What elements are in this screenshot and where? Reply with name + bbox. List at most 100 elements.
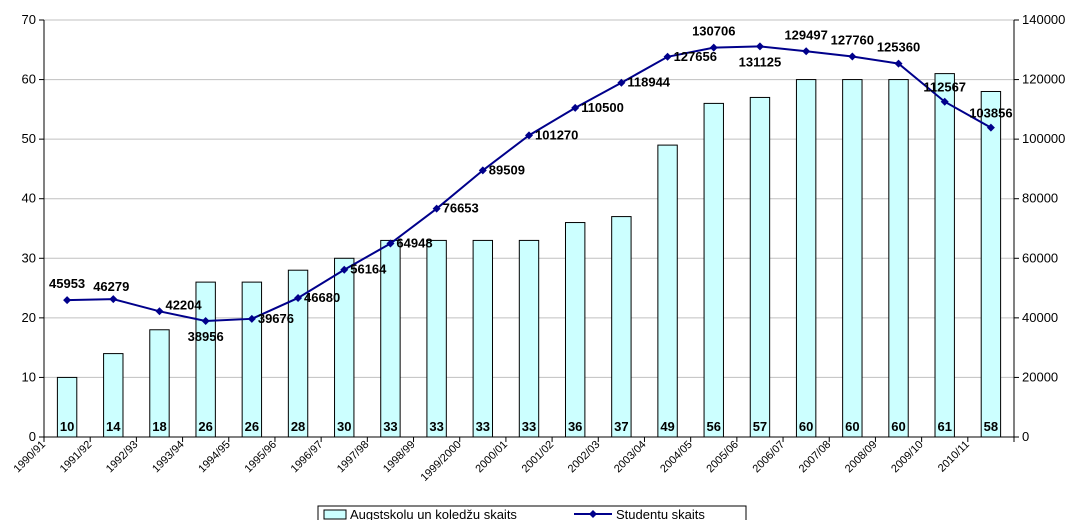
bar (703, 102, 724, 438)
bar-label: 26 (198, 419, 212, 434)
line-label: 46680 (304, 290, 340, 305)
x-tick-label: 1997/98 (335, 439, 372, 476)
line-point (63, 296, 72, 305)
line-data-labels: 45953 46279 42204 38956 39676 46680 56164 64948… (49, 24, 1013, 344)
line-label: 46279 (93, 279, 129, 294)
x-tick-label: 1999/2000 (419, 439, 464, 484)
x-tick-label: 1993/94 (150, 439, 187, 476)
line-label: 129497 (784, 27, 827, 42)
right-tick-label: 140000 (1022, 12, 1065, 27)
left-tick-label: 30 (22, 250, 36, 265)
bar-label: 18 (152, 419, 166, 434)
line-point (802, 47, 811, 56)
line-label: 127656 (674, 49, 717, 64)
left-y-axis-ticks: 0 10 20 30 40 50 60 70 (22, 12, 44, 444)
line-label: 64948 (396, 236, 432, 251)
x-tick-label: 2004/05 (658, 439, 695, 476)
legend-swatch-bars (323, 509, 347, 520)
bar-label: 36 (568, 419, 582, 434)
line-point (109, 295, 118, 304)
left-tick-label: 10 (22, 369, 36, 384)
line-label: 101270 (535, 127, 578, 142)
x-tick-label: 2003/04 (612, 439, 649, 476)
right-tick-label: 20000 (1022, 369, 1058, 384)
line-point (617, 78, 626, 87)
line-label: 38956 (188, 329, 224, 344)
line-label: 42204 (165, 297, 202, 312)
bar (564, 222, 586, 438)
x-tick-label: 2005/06 (704, 439, 741, 476)
legend: Augstskolu un koledžu skaits Studentu sk… (317, 505, 747, 520)
line-label: 89509 (489, 162, 525, 177)
legend-marker (589, 510, 597, 518)
legend-box (317, 505, 747, 520)
bar (980, 90, 1002, 438)
bar (795, 79, 817, 438)
bar (888, 79, 909, 438)
bar-label: 49 (660, 419, 674, 434)
right-tick-label: 60000 (1022, 250, 1058, 265)
bar (241, 281, 263, 438)
line-point (894, 59, 903, 68)
bar-label: 10 (60, 419, 74, 434)
line-point (386, 239, 395, 248)
x-tick-label: 1998/99 (381, 439, 418, 476)
line-label: 118944 (627, 75, 670, 90)
x-tick-label: 2009/10 (889, 439, 926, 476)
left-tick-label: 0 (29, 429, 36, 444)
bar-label: 61 (937, 419, 951, 434)
bar-label: 33 (429, 419, 443, 434)
line-label: 76653 (443, 201, 479, 216)
line-point (848, 52, 857, 61)
line-label: 127760 (831, 32, 874, 47)
x-tick-label: 1995/96 (242, 439, 279, 476)
legend-label-line: Studentu skaits (616, 507, 705, 520)
right-tick-label: 80000 (1022, 191, 1058, 206)
line-point (571, 103, 580, 112)
bar (657, 144, 678, 438)
x-tick-label: 1996/97 (289, 439, 326, 476)
bar-label: 33 (383, 419, 397, 434)
line-point (663, 52, 672, 61)
bar-label: 33 (522, 419, 536, 434)
bar (611, 216, 632, 438)
line-label: 56164 (350, 262, 387, 277)
right-tick-label: 0 (1022, 429, 1029, 444)
line-label: 125360 (877, 40, 920, 55)
bar (426, 239, 447, 438)
line-label: 112567 (923, 80, 966, 95)
line-point (155, 307, 164, 316)
bar-label: 58 (984, 419, 998, 434)
axes (43, 20, 1015, 438)
line-label: 103856 (969, 106, 1012, 121)
line-point (709, 43, 718, 52)
left-tick-label: 40 (22, 191, 36, 206)
right-y-axis-ticks: 0 20000 40000 60000 80000 100000 120000 140000 (1014, 12, 1065, 444)
x-tick-label: 2007/08 (797, 439, 834, 476)
x-tick-label: 2010/11 (936, 439, 972, 475)
bar-data-labels: 10 14 18 26 26 28 30 33 33 33 33 36 37 49 56 57 60 60 60 61… (60, 419, 998, 434)
bar-label: 26 (245, 419, 259, 434)
bar (749, 96, 771, 438)
x-tick-label: 2001/02 (520, 439, 557, 476)
bar (334, 257, 355, 438)
right-tick-label: 100000 (1022, 131, 1065, 146)
line-point (986, 123, 995, 132)
bar-label: 30 (337, 419, 351, 434)
line-point (201, 316, 210, 325)
line-label: 131125 (739, 54, 782, 69)
x-axis-ticks: 1990/91 1991/92 1992/93 1993/94 1994/95 1995/… (12, 437, 1015, 484)
line-point (294, 293, 303, 302)
bar-label: 28 (291, 419, 305, 434)
x-tick-label: 2000/01 (473, 439, 510, 476)
left-tick-label: 20 (22, 310, 36, 325)
line-series (63, 42, 995, 325)
x-tick-label: 1990/91 (12, 439, 49, 476)
bar-label: 60 (799, 419, 813, 434)
line-point (755, 42, 764, 51)
bar-series (56, 73, 1002, 438)
bar-label: 37 (614, 419, 628, 434)
left-tick-label: 60 (22, 72, 36, 87)
line-label: 130706 (692, 24, 735, 39)
